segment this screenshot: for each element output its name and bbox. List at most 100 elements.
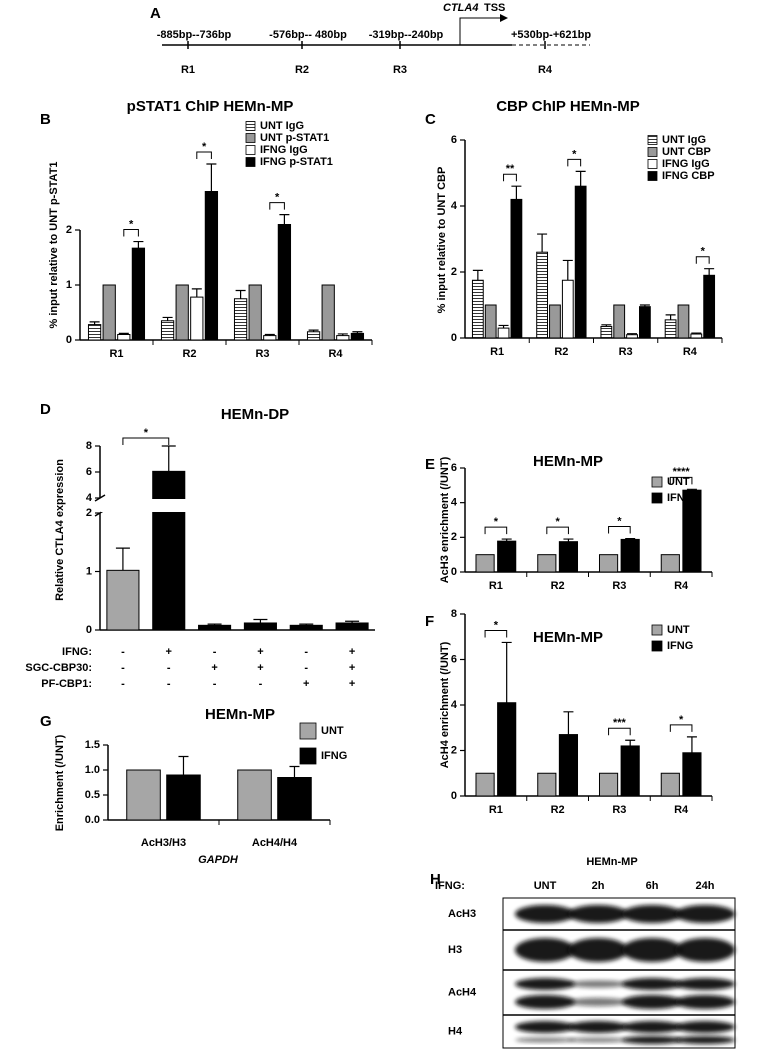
legend-label: IFNG CBP (662, 170, 715, 182)
significance-label: * (202, 141, 207, 153)
significance-bracket (669, 476, 693, 485)
significance-bracket (269, 202, 285, 210)
bar (549, 304, 561, 339)
y-tick-label: 1.0 (85, 764, 100, 776)
blot-band (515, 1037, 575, 1043)
x-tick-label: R4 (674, 804, 689, 816)
y-tick-label: 4 (86, 492, 93, 504)
region-range: -576bp-- 480bp (269, 29, 347, 41)
blot-title: HEMn-MP (586, 856, 637, 868)
legend-swatch (647, 171, 658, 181)
blot-band (622, 905, 682, 923)
significance-label: * (701, 246, 706, 258)
bar (102, 284, 116, 341)
legend-label: UNT (667, 476, 690, 488)
error-bar (562, 259, 573, 281)
chart-title: CBP ChIP HEMn-MP (496, 98, 640, 115)
significance-bracket (484, 526, 508, 535)
x-tick-label: AcH3/H3 (141, 837, 186, 849)
x-axis-label: GAPDH (198, 854, 239, 866)
bar (664, 319, 677, 339)
significance-bracket (695, 256, 710, 264)
condition-sign: + (257, 662, 263, 674)
bar (289, 624, 323, 631)
bar (574, 185, 587, 339)
legend-label: IFNG p-STAT1 (260, 156, 333, 168)
bar (660, 772, 680, 797)
error-bar (191, 288, 202, 298)
blot-band (675, 995, 735, 1009)
significance-label: *** (613, 717, 627, 729)
axis-break-gap (101, 499, 376, 512)
bar (475, 554, 495, 573)
region-range: -319bp--240bp (369, 29, 444, 41)
blot-band (515, 995, 575, 1009)
x-tick-label: R1 (109, 348, 123, 360)
blot-band (622, 978, 682, 990)
y-axis-label: Enrichment (/UNT) (54, 734, 66, 831)
blot-band (622, 1021, 682, 1033)
region-name: R3 (393, 64, 407, 76)
error-bar (563, 538, 574, 542)
region-name: R4 (538, 64, 553, 76)
error-bar (115, 547, 130, 571)
legend-label: IFNG IgG (260, 144, 308, 156)
blot-band (622, 1036, 682, 1044)
legend-swatch (651, 476, 663, 488)
condition-sign: - (121, 646, 125, 658)
bar (620, 745, 640, 797)
significance-label: * (494, 516, 499, 528)
x-tick-label: R2 (551, 804, 565, 816)
blot-band (622, 995, 682, 1009)
x-tick-label: AcH4/H4 (252, 837, 298, 849)
bar (335, 622, 369, 631)
bar (484, 304, 497, 339)
panel-letter: B (40, 111, 51, 128)
bar (598, 554, 619, 573)
error-bar (345, 620, 360, 623)
chart-title: HEMn-MP (533, 629, 603, 646)
tss-gene: CTLA4 (443, 2, 478, 14)
error-bar (639, 304, 650, 307)
condition-sign: - (121, 678, 125, 690)
error-bar (89, 321, 100, 325)
bar (690, 333, 703, 339)
error-bar (627, 333, 638, 335)
significance-label: **** (673, 466, 691, 478)
error-bar (686, 488, 697, 491)
panel-letter: E (425, 456, 435, 473)
y-tick-label: 4 (451, 200, 458, 212)
bar (336, 335, 350, 341)
legend-label: UNT CBP (662, 146, 711, 158)
condition-sign: + (349, 678, 355, 690)
bar (306, 331, 321, 341)
legend-swatch (299, 722, 317, 740)
x-tick-label: R2 (554, 346, 568, 358)
chart-title: HEMn-MP (205, 706, 275, 723)
error-bar (575, 170, 586, 187)
significance-bracket (484, 629, 508, 638)
chart-title: pSTAT1 ChIP HEMn-MP (127, 98, 294, 115)
legend-label: UNT IgG (260, 120, 304, 132)
bar (475, 772, 495, 797)
y-tick-label: 0.5 (85, 789, 100, 801)
significance-bracket (122, 437, 170, 445)
bar (598, 772, 619, 797)
x-tick-label: R3 (619, 346, 633, 358)
blot-band (568, 997, 628, 1007)
y-tick-label: 8 (86, 440, 92, 452)
condition-sign: - (213, 646, 217, 658)
chart-title: HEMn-MP (533, 453, 603, 470)
y-tick-label: 1.5 (85, 739, 100, 751)
error-bar (299, 623, 314, 626)
bar (321, 284, 335, 341)
blot-band (515, 1021, 575, 1033)
bar (497, 540, 517, 573)
y-tick-label: 1 (66, 279, 72, 291)
y-tick-label: 0 (86, 624, 92, 636)
condition-sign: - (213, 678, 217, 690)
y-tick-label: 8 (451, 608, 457, 620)
error-bar (472, 269, 483, 281)
panel-letter: D (40, 401, 51, 418)
